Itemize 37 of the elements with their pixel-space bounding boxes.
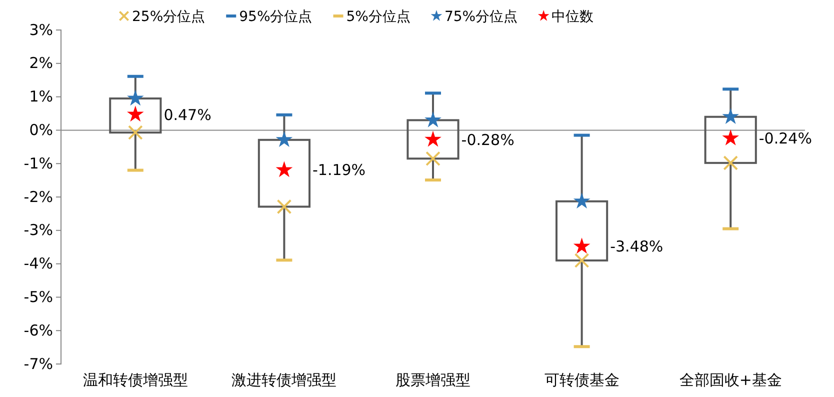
y-tick-label: -7% <box>24 354 53 373</box>
y-tick-label: 0% <box>29 121 53 139</box>
x-tick-label: 全部固收+基金 <box>679 371 782 389</box>
x-tick-label: 温和转债增强型 <box>82 371 188 389</box>
x-tick-label: 可转债基金 <box>544 371 620 389</box>
point <box>276 199 292 214</box>
point <box>723 155 738 170</box>
y-tick-label: -2% <box>24 188 53 206</box>
data-label: -0.24% <box>758 129 812 148</box>
legend-label: 中位数 <box>552 8 594 25</box>
point <box>426 151 440 166</box>
data-label: 0.47% <box>164 106 212 124</box>
data-label: -0.28% <box>461 130 514 149</box>
y-tick-label: -3% <box>24 221 53 240</box>
point <box>276 131 293 148</box>
y-tick-label: 3% <box>29 20 53 39</box>
point <box>574 253 590 268</box>
legend-label: 5%分位点 <box>346 8 410 25</box>
legend-label: 95%分位点 <box>239 8 312 25</box>
y-tick-label: -6% <box>24 321 53 340</box>
point <box>573 238 590 254</box>
y-tick-label: 1% <box>29 88 53 106</box>
point <box>126 90 144 106</box>
y-tick-label: -4% <box>24 254 53 273</box>
y-tick-label: -5% <box>24 288 53 306</box>
y-tick-label: 2% <box>29 54 53 72</box>
data-label: -3.48% <box>610 238 664 256</box>
point <box>128 125 143 140</box>
point <box>424 111 442 128</box>
legend-label: 25%分位点 <box>132 8 206 25</box>
x-tick-label: 股票增强型 <box>396 371 470 389</box>
data-label: -1.19% <box>312 161 366 180</box>
y-tick-label: -1% <box>24 154 53 172</box>
legend-label: 75%分位点 <box>444 8 518 25</box>
point <box>573 192 590 209</box>
point <box>722 108 740 124</box>
x-tick-label: 激进转债增强型 <box>232 371 337 389</box>
